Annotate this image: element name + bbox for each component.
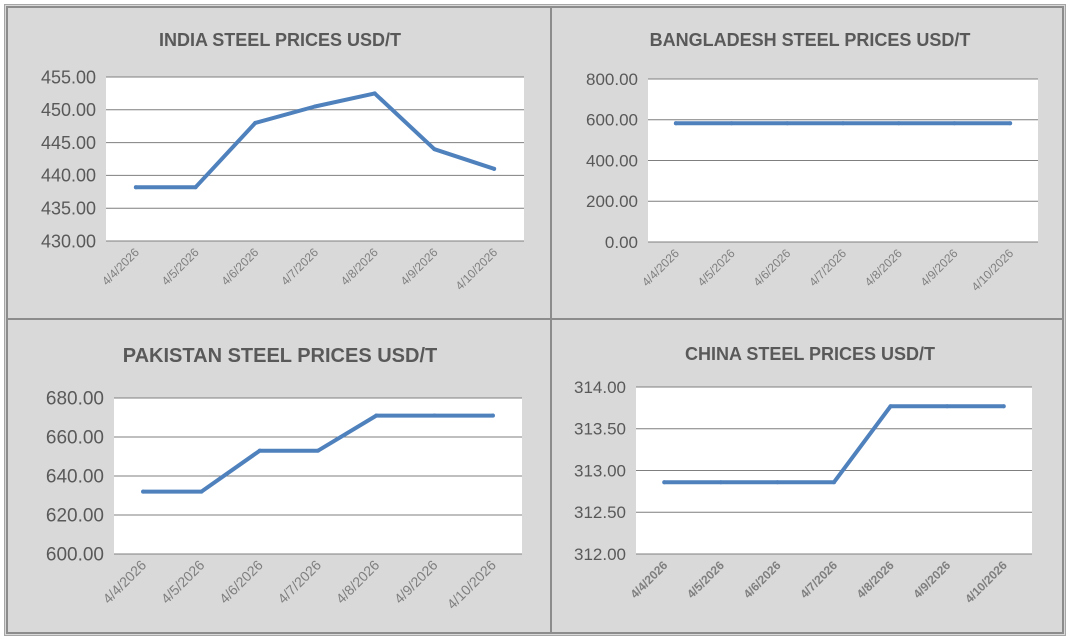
x-tick-label: 4/8/2026 [854, 558, 897, 601]
data-point [662, 480, 667, 485]
data-point [841, 121, 845, 126]
data-point [141, 489, 146, 494]
x-tick-label: 4/7/2026 [806, 246, 849, 289]
x-tick-label: 4/8/2026 [338, 245, 381, 288]
data-point [253, 120, 258, 125]
x-tick-label: 4/5/2026 [695, 246, 738, 289]
data-point [372, 91, 377, 96]
chart-title: PAKISTAN STEEL PRICES USD/T [123, 345, 437, 367]
y-tick-label: 440.00 [41, 166, 96, 186]
plot-area: 800.00 600.00 400.00 200.00 0.004/4/2026 4/5/… [586, 70, 1038, 294]
data-point [832, 480, 836, 485]
data-point [718, 480, 723, 485]
x-tick-label: 4/6/2026 [218, 245, 261, 288]
x-tick-label: 4/7/2026 [797, 558, 840, 601]
data-point [313, 104, 317, 109]
data-point [1001, 404, 1006, 409]
y-tick-label: 455.00 [41, 67, 96, 87]
y-tick-label: 430.00 [41, 231, 96, 251]
data-point [490, 413, 495, 418]
x-tick-label: 4/8/2026 [862, 246, 905, 289]
y-tick-label: 680.00 [46, 389, 104, 410]
data-point [945, 404, 950, 409]
chart-pakistan: PAKISTAN STEEL PRICES USD/T 680.00 660.00… [46, 345, 522, 613]
data-point [199, 489, 204, 494]
data-point [729, 121, 734, 126]
data-point [1008, 121, 1013, 126]
data-point [374, 413, 379, 418]
y-tick-label: 313.50 [574, 420, 626, 439]
data-point [193, 185, 198, 190]
chart-title: INDIA STEEL PRICES USD/T [159, 30, 401, 50]
x-tick-label: 4/4/2026 [627, 558, 670, 601]
y-tick-label: 450.00 [41, 100, 96, 120]
x-tick-label: 4/9/2026 [918, 246, 961, 289]
x-tick-label: 4/10/2026 [962, 558, 1010, 606]
y-tick-label: 660.00 [46, 428, 104, 449]
x-tick-label: 4/10/2026 [969, 246, 1017, 294]
y-tick-label: 640.00 [46, 467, 104, 488]
data-point [492, 166, 497, 171]
y-tick-label: 200.00 [586, 192, 638, 211]
x-tick-label: 4/4/2026 [99, 557, 149, 607]
plot-area: 455.00 450.00 445.00 440.00 435.00 430.004/4/… [41, 67, 524, 293]
x-tick-label: 4/5/2026 [159, 245, 202, 288]
x-tick-label: 4/5/2026 [158, 557, 208, 607]
y-tick-label: 800.00 [586, 70, 638, 89]
y-tick-label: 600.00 [586, 111, 638, 130]
data-point [432, 147, 437, 152]
data-point [785, 121, 790, 126]
data-point [316, 448, 320, 453]
chart-title: BANGLADESH STEEL PRICES USD/T [650, 30, 971, 50]
chart-title: CHINA STEEL PRICES USD/T [685, 344, 935, 364]
data-point [432, 413, 437, 418]
chart-india: INDIA STEEL PRICES USD/T 455.00 450.00 445… [41, 30, 524, 293]
x-tick-label: 4/4/2026 [99, 245, 142, 288]
chart-china: CHINA STEEL PRICES USD/T 314.00 313.50 313… [574, 344, 1032, 606]
plot-background [106, 77, 524, 241]
y-tick-label: 435.00 [41, 199, 96, 219]
y-tick-label: 312.50 [574, 503, 626, 522]
y-tick-label: 400.00 [586, 151, 638, 170]
x-tick-label: 4/8/2026 [333, 557, 383, 607]
data-point [775, 480, 780, 485]
data-point [896, 121, 901, 126]
x-tick-label: 4/4/2026 [639, 246, 682, 289]
data-point [133, 185, 138, 190]
chart-panel-bangladesh: BANGLADESH STEEL PRICES USD/T 800.00 600.… [550, 6, 1064, 320]
y-tick-label: 0.00 [605, 233, 638, 252]
chart-panel-pakistan: PAKISTAN STEEL PRICES USD/T 680.00 660.00… [6, 318, 552, 634]
y-tick-label: 445.00 [41, 133, 96, 153]
x-tick-label: 4/9/2026 [910, 558, 953, 601]
y-tick-label: 314.00 [574, 378, 626, 397]
data-point [952, 121, 957, 126]
x-tick-label: 4/6/2026 [750, 246, 793, 289]
y-tick-label: 313.00 [574, 461, 626, 480]
x-tick-label: 4/6/2026 [216, 557, 266, 607]
x-tick-label: 4/5/2026 [684, 558, 727, 601]
x-tick-label: 4/7/2026 [278, 245, 321, 288]
x-tick-label: 4/7/2026 [274, 557, 324, 607]
y-tick-label: 312.00 [574, 545, 626, 564]
chart-bangladesh: BANGLADESH STEEL PRICES USD/T 800.00 600.… [586, 30, 1038, 294]
y-tick-label: 620.00 [46, 506, 104, 527]
x-tick-label: 4/10/2026 [453, 245, 501, 293]
plot-area: 314.00 313.50 313.00 312.50 312.004/4/2026 4/… [574, 378, 1032, 606]
data-point [257, 448, 262, 453]
data-point [673, 121, 678, 126]
data-point [888, 404, 893, 409]
chart-panel-china: CHINA STEEL PRICES USD/T 314.00 313.50 313… [550, 318, 1064, 634]
x-tick-label: 4/10/2026 [444, 557, 500, 613]
y-tick-label: 600.00 [46, 545, 104, 566]
x-tick-label: 4/6/2026 [741, 558, 784, 601]
x-tick-label: 4/9/2026 [398, 245, 441, 288]
x-tick-label: 4/9/2026 [391, 557, 441, 607]
chart-panel-india: INDIA STEEL PRICES USD/T 455.00 450.00 445… [6, 6, 552, 320]
